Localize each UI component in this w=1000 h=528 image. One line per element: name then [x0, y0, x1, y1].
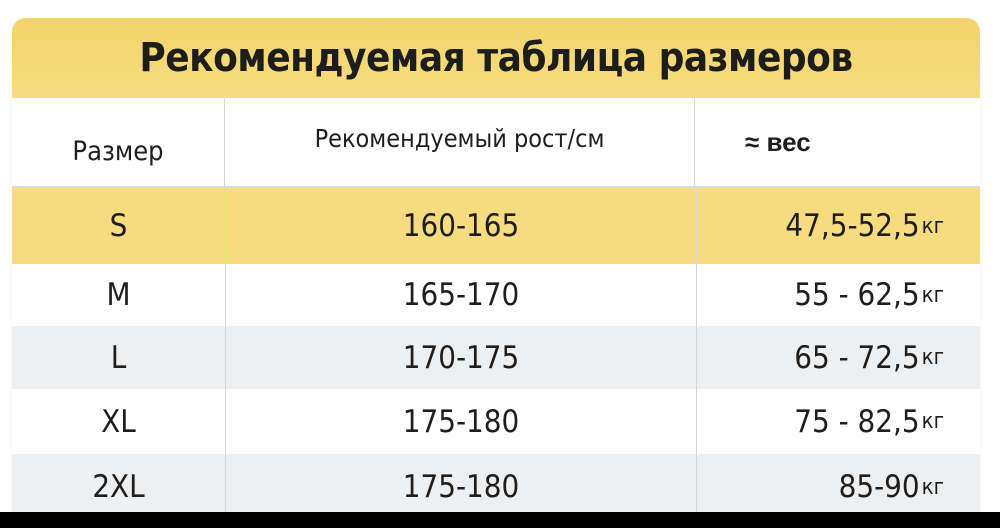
header-size: Размер	[12, 98, 225, 186]
height-cell: 175-180	[226, 454, 697, 518]
weight-unit: кг	[921, 474, 944, 500]
table-row: 2XL 175-180 85-90 кг	[12, 454, 980, 518]
weight-cell: 75 - 82,5 кг	[697, 389, 980, 454]
size-cell: L	[12, 326, 226, 389]
weight-value: 55 - 62,5	[794, 277, 920, 313]
table-row: L 170-175 65 - 72,5 кг	[12, 326, 980, 389]
weight-cell: 47,5-52,5 кг	[697, 188, 980, 264]
bottom-bar	[0, 512, 1000, 528]
weight-cell: 65 - 72,5 кг	[697, 326, 980, 389]
header-height: Рекомендуемый рост/см	[225, 98, 695, 186]
table-row: M 165-170 55 - 62,5 кг	[12, 264, 980, 326]
header-row: Размер Рекомендуемый рост/см ≈ вес	[12, 98, 980, 188]
height-cell: 165-170	[226, 264, 697, 326]
weight-unit: кг	[921, 213, 944, 239]
weight-cell: 55 - 62,5 кг	[697, 264, 980, 326]
weight-unit: кг	[921, 345, 944, 370]
weight-value: 75 - 82,5	[794, 403, 920, 440]
weight-unit: кг	[921, 409, 944, 434]
weight-value: 47,5-52,5	[785, 208, 920, 244]
size-table: Рекомендуемая таблица размеров Размер Ре…	[12, 18, 980, 518]
height-cell: 175-180	[226, 389, 697, 454]
size-cell: XL	[12, 389, 226, 454]
height-cell: 160-165	[226, 188, 697, 264]
header-weight: ≈ вес	[745, 126, 811, 157]
weight-cell: 85-90 кг	[697, 454, 980, 518]
size-cell: S	[12, 188, 226, 264]
table-row: XL 175-180 75 - 82,5 кг	[12, 389, 980, 454]
weight-value: 85-90	[838, 469, 920, 505]
size-cell: 2XL	[12, 454, 226, 518]
size-cell: M	[12, 264, 226, 326]
weight-unit: кг	[921, 282, 944, 308]
height-cell: 170-175	[226, 326, 697, 389]
weight-value: 65 - 72,5	[794, 339, 920, 376]
table-row: S 160-165 47,5-52,5 кг	[12, 188, 980, 264]
table-title: Рекомендуемая таблица размеров	[12, 18, 980, 98]
